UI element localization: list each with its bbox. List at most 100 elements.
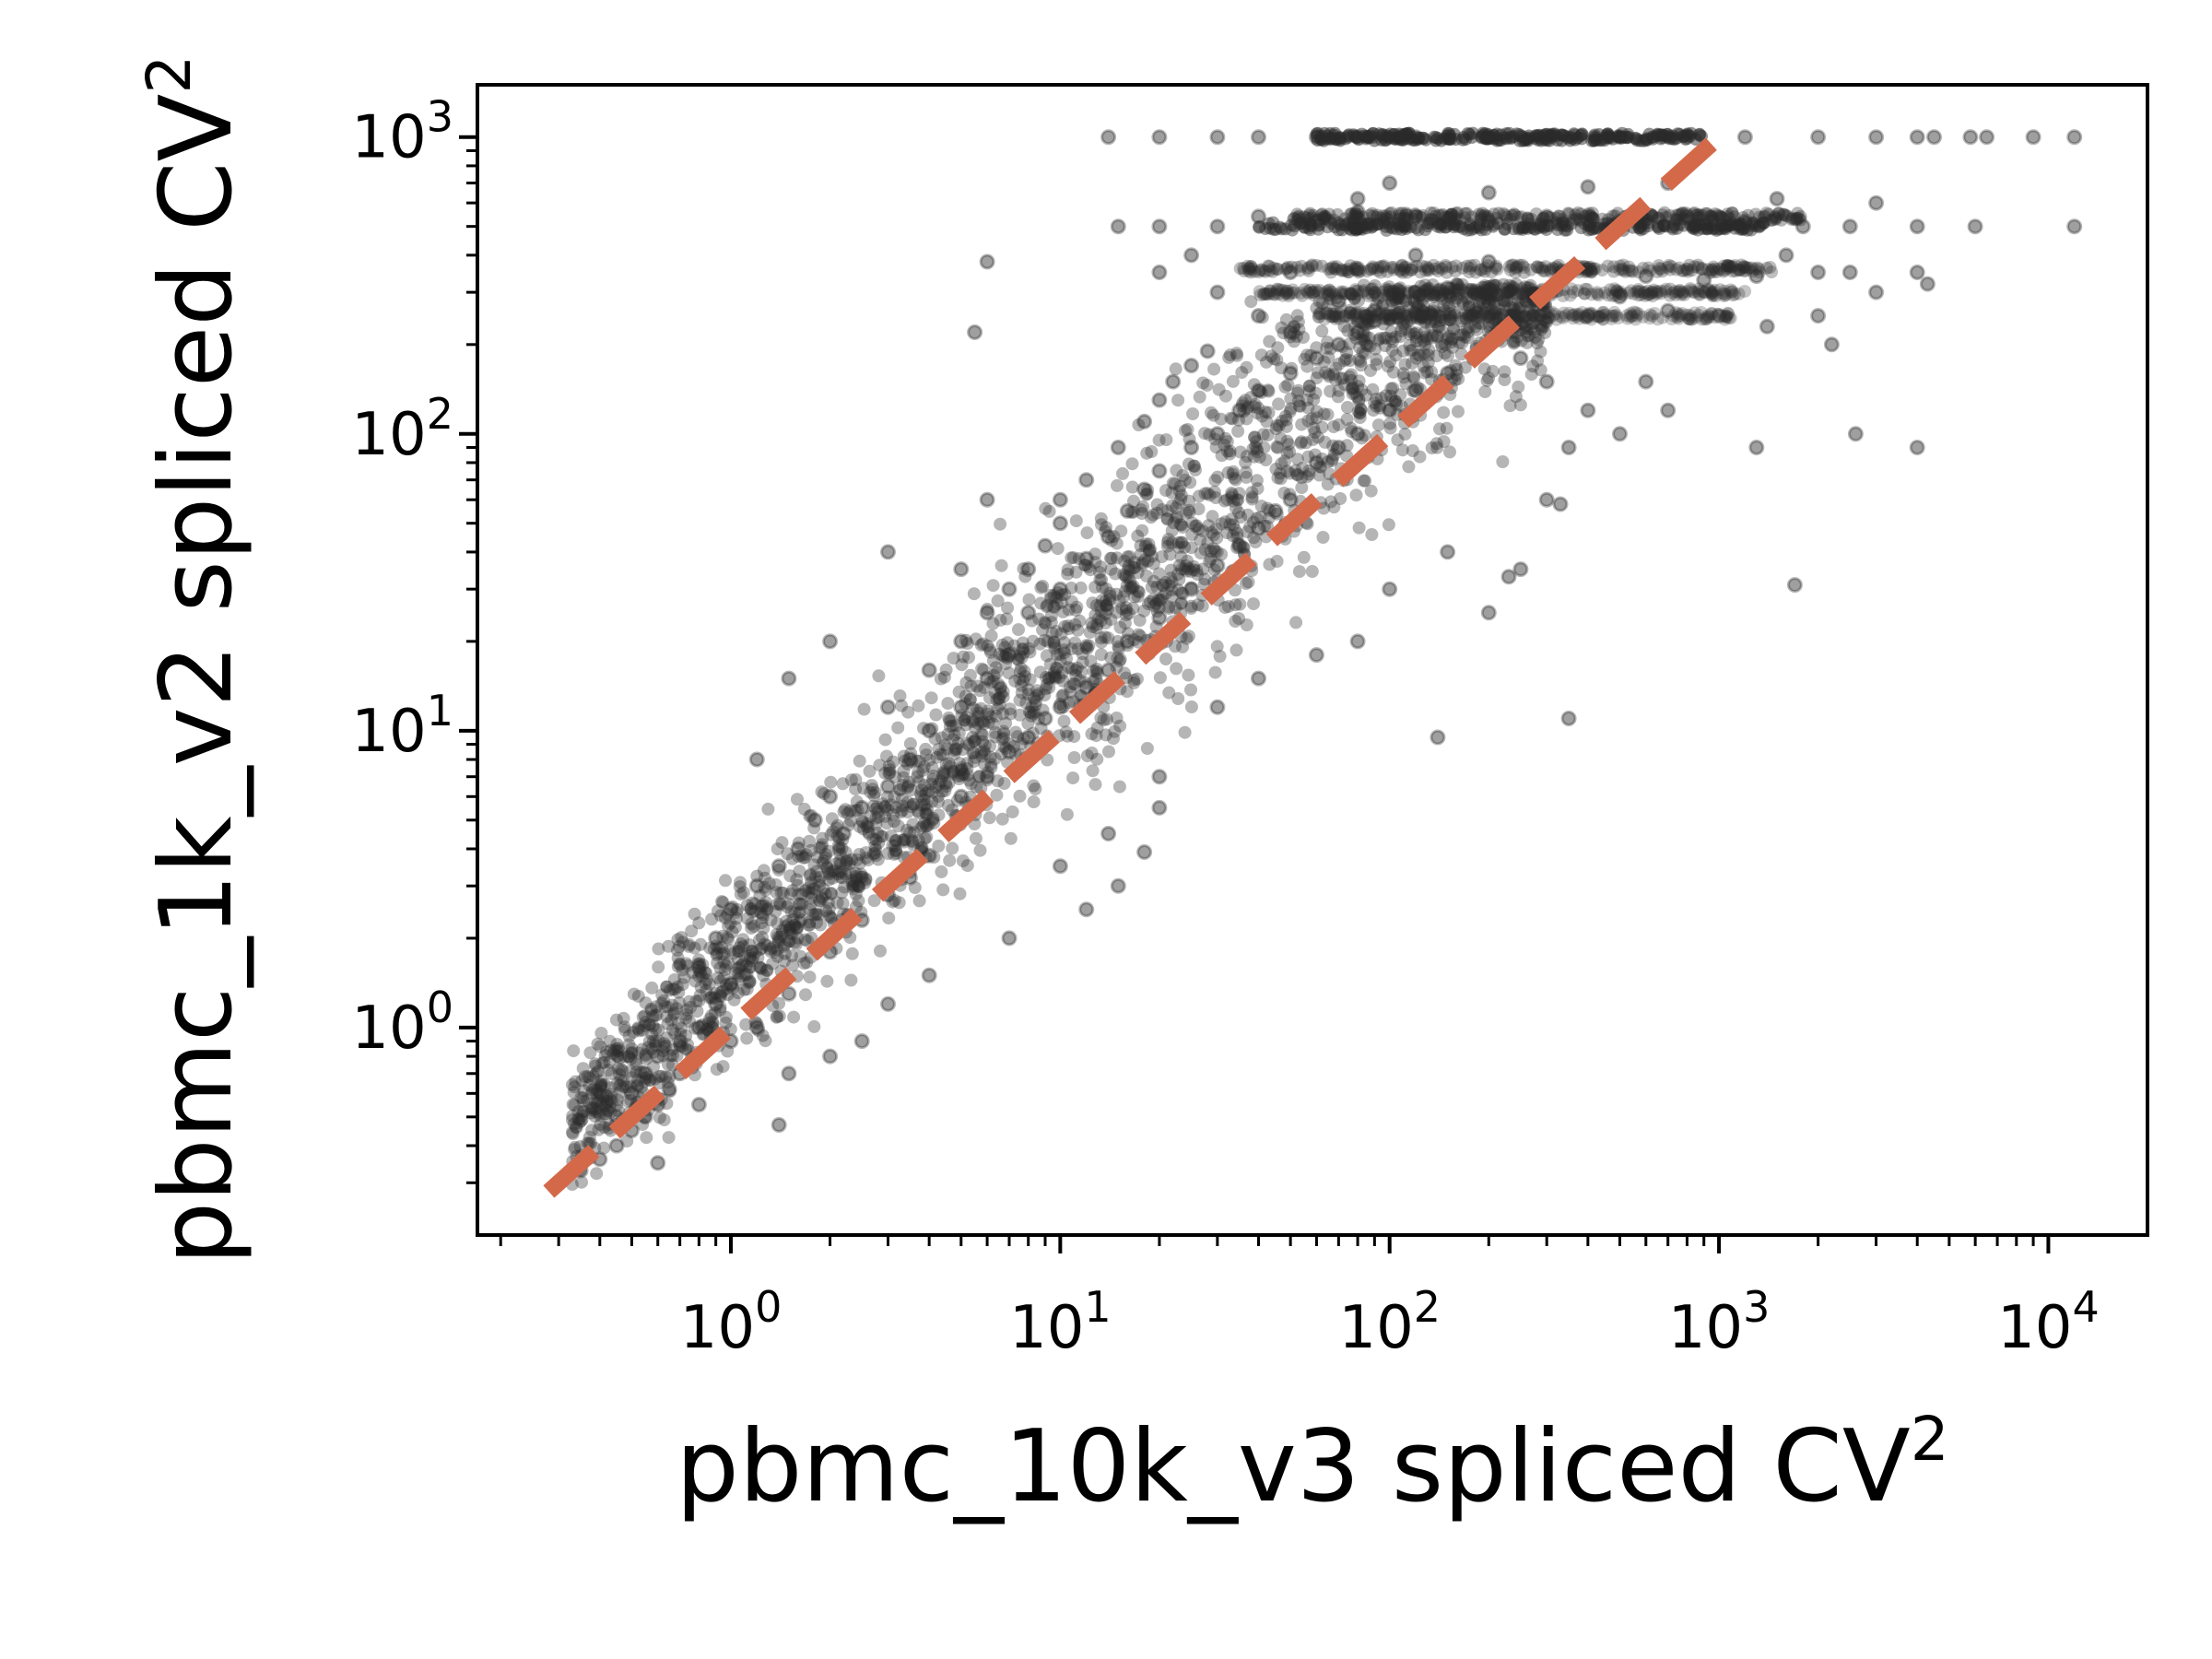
- density-dot: [1138, 539, 1152, 553]
- density-dot: [1160, 512, 1174, 526]
- density-dot: [888, 771, 902, 784]
- density-dot: [932, 808, 946, 822]
- density-dot: [754, 906, 768, 920]
- density-dot: [854, 870, 868, 884]
- density-dot: [636, 1065, 650, 1078]
- density-dot: [952, 685, 966, 699]
- density-dot: [735, 959, 748, 972]
- density-dot: [912, 699, 925, 712]
- density-dot: [1226, 529, 1240, 543]
- data-point: [1500, 569, 1517, 585]
- density-dot: [960, 762, 974, 775]
- density-dot: [1104, 562, 1118, 576]
- density-dot: [1061, 563, 1075, 577]
- density-dot: [704, 990, 718, 1004]
- density-dot: [1065, 642, 1078, 656]
- data-point: [1538, 208, 1555, 225]
- density-dot: [962, 651, 975, 665]
- density-dot: [755, 941, 769, 955]
- density-dot: [1254, 500, 1268, 513]
- data-point: [1841, 218, 1858, 235]
- density-dot: [760, 964, 774, 977]
- density-dot: [1169, 362, 1182, 376]
- density-dot: [788, 935, 802, 949]
- density-dot: [601, 1104, 615, 1118]
- density-dot: [1437, 435, 1451, 449]
- density-dot: [1230, 348, 1244, 362]
- density-dot: [657, 1037, 671, 1051]
- data-point: [1209, 284, 1226, 300]
- density-dot: [1352, 392, 1366, 406]
- density-dot: [1086, 764, 1100, 778]
- density-dot: [661, 1057, 675, 1071]
- density-dot: [1188, 520, 1202, 533]
- density-dot: [1347, 291, 1361, 305]
- density-dot: [585, 1124, 599, 1137]
- density-dot: [1601, 259, 1615, 273]
- density-dot: [1292, 323, 1306, 336]
- density-dot: [1015, 736, 1029, 750]
- density-dot: [1346, 387, 1359, 401]
- density-dot: [1425, 441, 1439, 454]
- density-dot: [1122, 571, 1135, 584]
- data-point: [953, 699, 970, 715]
- density-dot: [1237, 405, 1251, 418]
- density-dot: [1239, 455, 1253, 469]
- density-dot: [1278, 380, 1292, 394]
- density-dot: [1017, 732, 1030, 746]
- density-dot: [1055, 666, 1069, 679]
- density-dot: [1430, 330, 1444, 344]
- density-dot: [1487, 295, 1500, 309]
- density-dot: [657, 1113, 671, 1127]
- density-dot: [1468, 288, 1482, 300]
- density-dot: [746, 944, 759, 958]
- density-dot: [1538, 326, 1552, 339]
- density-dot: [1229, 615, 1242, 628]
- data-point: [1480, 253, 1497, 270]
- density-dot: [1504, 284, 1518, 298]
- density-dot: [1160, 535, 1174, 549]
- density-dot: [682, 994, 696, 1008]
- density-dot: [873, 759, 887, 772]
- density-dot: [1240, 412, 1253, 426]
- data-point: [1330, 336, 1347, 353]
- density-dot: [1147, 574, 1160, 588]
- density-dot: [1292, 212, 1306, 226]
- density-dot: [1387, 285, 1401, 299]
- density-dot: [1095, 635, 1108, 649]
- density-dot: [1664, 263, 1677, 276]
- density-dot: [575, 1175, 588, 1189]
- density-dot: [999, 742, 1013, 756]
- density-dot: [1218, 515, 1232, 529]
- density-dot: [726, 981, 740, 994]
- density-dot: [705, 992, 719, 1006]
- density-dot: [725, 900, 739, 913]
- density-dot: [810, 907, 824, 921]
- density-dot: [1223, 348, 1237, 362]
- data-point: [1382, 581, 1398, 597]
- density-dot: [1336, 371, 1350, 385]
- density-dot: [949, 743, 963, 756]
- density-dot: [694, 1019, 708, 1033]
- density-dot: [1004, 707, 1018, 721]
- density-dot: [673, 996, 687, 1010]
- density-dot: [1125, 480, 1139, 494]
- density-dot: [1014, 662, 1028, 676]
- data-point: [1512, 350, 1529, 367]
- density-dot: [1135, 503, 1147, 517]
- density-dot: [1030, 684, 1043, 698]
- density-dot: [1192, 523, 1206, 535]
- density-dot: [1513, 310, 1527, 324]
- density-dot: [1083, 626, 1097, 639]
- density-dot: [1651, 127, 1665, 141]
- density-dot: [692, 970, 706, 983]
- density-dot: [824, 911, 838, 924]
- data-point: [1349, 324, 1366, 340]
- density-dot: [1302, 379, 1316, 393]
- density-dot: [639, 1016, 653, 1030]
- density-dot: [1024, 705, 1038, 719]
- density-dot: [716, 896, 730, 910]
- density-dot: [1643, 312, 1656, 325]
- density-dot: [1145, 445, 1159, 458]
- density-dot: [959, 689, 972, 703]
